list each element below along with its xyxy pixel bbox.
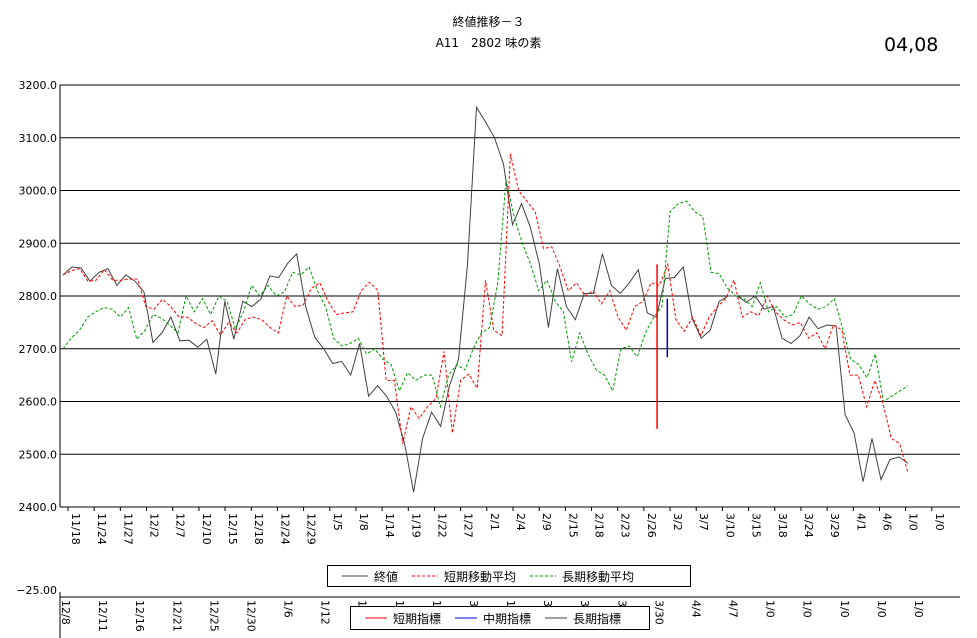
x-tick-label: 4/1 [854,513,867,531]
x-tick-label: 1/0 [907,513,920,531]
stock-code-label: 04,08 [884,34,939,56]
secondary-x-tick-label: 1/12 [319,600,332,625]
y-tick-label: 3100.0 [19,132,58,145]
x-tick-label: 1/22 [435,513,448,538]
x-tick-label: 2/23 [619,513,632,538]
x-tick-label: 3/7 [697,513,710,531]
x-tick-label: 12/18 [252,513,265,545]
legend-indicators: 短期指標 中期指標 長期指標 [350,606,650,630]
secondary-x-tick-label: 12/30 [244,600,257,632]
x-tick-label: 12/10 [200,513,213,545]
legend-item-short-indicator: 短期指標 [365,610,441,627]
secondary-x-tick-label: 4/7 [727,600,740,618]
x-tick-label: 11/18 [69,513,82,545]
series-line-long-ma [62,179,909,409]
x-tick-label: 4/6 [880,513,893,531]
legend-item-long-indicator: 長期指標 [545,610,621,627]
secondary-x-tick-label: 3 [467,600,480,607]
y-tick-label: 3000.0 [19,185,58,198]
x-tick-label: 1/5 [331,513,344,531]
legend-label-short-indicator: 短期指標 [393,611,442,626]
y-tick-label: 2700.0 [19,343,58,356]
chart-title: 終値推移－３ [452,15,525,29]
series-line-short-ma [62,153,909,473]
secondary-x-tick-label: 12/8 [59,600,72,625]
x-tick-label: 1/8 [357,513,370,531]
y-tick-label: 2600.0 [19,396,58,409]
y-tick-label: 2800.0 [19,290,58,303]
x-tick-label: 12/29 [305,513,318,545]
secondary-x-tick-label: 12/25 [207,600,220,632]
legend-item-close: 終値 [342,568,398,585]
legend-label-close: 終値 [374,569,399,584]
x-tick-label: 12/24 [278,513,291,545]
legend-item-mid-indicator: 中期指標 [455,610,531,627]
secondary-x-tick-label: 1/0 [912,600,925,618]
x-tick-label: 2/9 [540,513,553,531]
secondary-x-tick-label: 1/0 [801,600,814,618]
x-tick-label: 12/15 [226,513,239,545]
x-tick-label: 3/24 [802,513,815,538]
legend-item-long-ma: 長期移動平均 [530,568,634,585]
x-tick-label: 2/15 [566,513,579,538]
x-tick-label: 3/29 [828,513,841,538]
x-tick-label: 2/18 [593,513,606,538]
secondary-x-tick-label: 4/4 [689,600,702,618]
secondary-x-tick-label: 12/21 [170,600,183,632]
secondary-x-tick-label: 1/0 [838,600,851,618]
legend-label-mid-indicator: 中期指標 [483,611,532,626]
secondary-x-tick-label: 12/11 [96,600,109,632]
x-tick-label: 11/27 [121,513,134,545]
x-tick-label: 3/15 [750,513,763,538]
x-tick-label: 11/24 [95,513,108,545]
secondary-x-tick-label: 1/0 [875,600,888,618]
legend-item-short-ma: 短期移動平均 [412,568,516,585]
x-tick-label: 2/26 [645,513,658,538]
x-tick-label: 12/2 [148,513,161,538]
secondary-x-tick-label: 3/30 [652,600,665,625]
x-tick-label: 1/27 [462,513,475,538]
legend-label-long-ma: 長期移動平均 [562,569,635,584]
legend-label-short-ma: 短期移動平均 [444,569,517,584]
x-tick-label: 1/0 [933,513,946,531]
x-tick-label: 1/19 [409,513,422,538]
x-tick-label: 3/10 [723,513,736,538]
legend-moving-averages: 終値 短期移動平均 長期移動平均 [327,565,691,587]
legend-label-long-indicator: 長期指標 [573,611,622,626]
chart-subtitle: A11 2802 味の素 [435,36,542,50]
x-tick-label: 12/7 [174,513,187,538]
x-tick-label: 2/1 [488,513,501,531]
secondary-y-tick-label: −25.00 [16,584,57,597]
x-tick-label: 3/2 [671,513,684,531]
y-tick-label: 2500.0 [19,448,58,461]
secondary-x-tick-label: 12/16 [133,600,146,632]
secondary-x-tick-label: 1/6 [282,600,295,618]
series-line-close [62,105,909,493]
y-tick-label: 3200.0 [19,79,58,92]
x-tick-label: 3/18 [776,513,789,538]
x-tick-label: 2/4 [514,513,527,531]
secondary-x-tick-label: 1/0 [764,600,777,618]
y-tick-label: 2900.0 [19,237,58,250]
x-tick-label: 1/14 [383,513,396,538]
y-tick-label: 2400.0 [19,501,58,514]
